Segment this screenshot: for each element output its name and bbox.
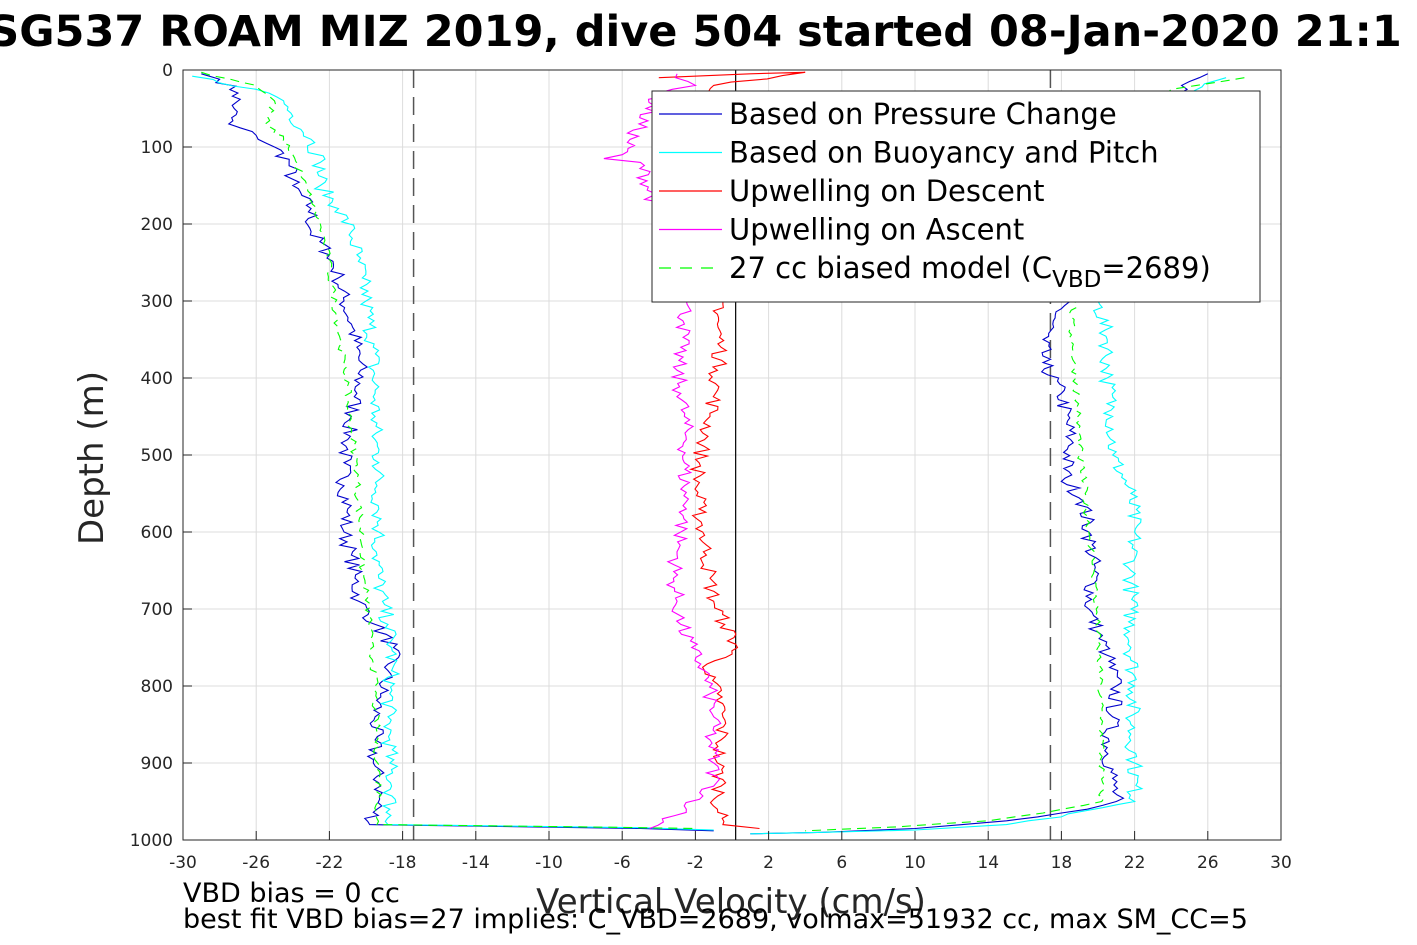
x-tick-label: 18 — [1051, 853, 1073, 873]
y-tick-label: 500 — [141, 446, 173, 466]
x-tick-label: 26 — [1197, 853, 1219, 873]
series-line-descent — [201, 71, 696, 830]
y-axis-ticks: 0 100 200 300 400 500 600 700 800 900 1000 — [130, 61, 192, 851]
x-tick-label: 10 — [904, 853, 926, 873]
y-tick-label: 200 — [141, 215, 173, 235]
x-tick-label: -14 — [462, 853, 490, 873]
best-fit-note: best fit VBD bias=27 implies: C_VBD=2689… — [183, 904, 1248, 935]
legend-label: Upwelling on Descent — [729, 174, 1045, 208]
y-tick-label: 900 — [141, 754, 173, 774]
x-tick-label: -22 — [316, 853, 344, 873]
chart-title: SG537 ROAM MIZ 2019, dive 504 started 08… — [0, 7, 1402, 57]
x-tick-label: 2 — [763, 853, 774, 873]
x-tick-label: -26 — [242, 853, 270, 873]
x-tick-label: -2 — [687, 853, 704, 873]
series-line-ascent — [805, 77, 1245, 832]
legend-label: Based on Pressure Change — [729, 97, 1117, 131]
y-tick-label: 100 — [141, 138, 173, 158]
legend-box — [651, 90, 1261, 303]
y-tick-label: 600 — [141, 523, 173, 543]
x-tick-label: 6 — [836, 853, 847, 873]
y-tick-label: 700 — [141, 600, 173, 620]
x-tick-label: 30 — [1270, 853, 1292, 873]
vbd-bias-note: VBD bias = 0 cc — [183, 878, 400, 909]
legend-label: Based on Buoyancy and Pitch — [729, 136, 1159, 170]
x-tick-label: -18 — [389, 853, 417, 873]
y-tick-label: 400 — [141, 369, 173, 389]
x-tick-label: -30 — [169, 853, 197, 873]
x-tick-label: -6 — [614, 853, 631, 873]
y-tick-label: 0 — [162, 61, 173, 81]
x-axis-label: Vertical Velocity (cm/s) — [536, 882, 926, 922]
x-tick-label: 14 — [977, 853, 999, 873]
series-line-ascent — [603, 73, 722, 830]
y-tick-label: 1000 — [130, 831, 173, 851]
x-tick-label: -10 — [535, 853, 563, 873]
legend-label: 27 cc biased model (CVBD=2689) — [729, 251, 1211, 293]
x-axis-ticks: -30 -26 -22 -18 -14 -10 -6 -2 2 6 10 14 18 22 26 30 — [169, 831, 1292, 873]
y-tick-label: 300 — [141, 292, 173, 312]
x-tick-label: 22 — [1124, 853, 1146, 873]
legend: Based on Pressure Change Based on Buoyanc… — [651, 90, 1261, 303]
legend-label: Upwelling on Ascent — [729, 213, 1024, 247]
y-tick-label: 800 — [141, 677, 173, 697]
series-line-descent — [192, 75, 714, 831]
y-axis-label: Depth (m) — [72, 371, 112, 545]
